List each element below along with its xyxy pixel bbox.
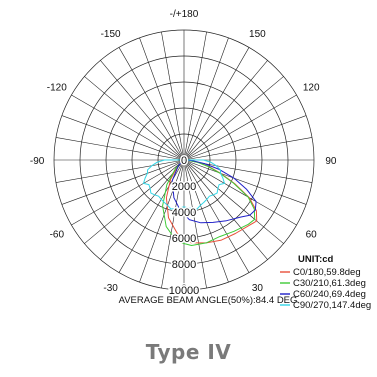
grid-spoke (183, 37, 229, 161)
angle-tick-label: 90 (325, 156, 337, 167)
grid-spoke (139, 37, 185, 161)
grid-spoke (183, 159, 297, 226)
grid-spoke (183, 137, 313, 161)
grid-spoke (183, 47, 250, 161)
radial-tick-label: 4000 (172, 207, 196, 219)
grid-spoke (183, 60, 268, 161)
radial-tick-label: 0 (181, 155, 187, 167)
radial-tick-label: 8000 (172, 259, 196, 271)
grid-spoke (183, 159, 250, 273)
grid-spoke (71, 159, 185, 226)
angle-tick-label: 60 (306, 229, 318, 240)
angle-tick-label: 150 (249, 29, 266, 40)
radial-labels: 0 2000 4000 6000 8000 10000 (167, 154, 201, 299)
grid-spoke (183, 159, 284, 244)
angle-tick-label: -150 (101, 29, 121, 40)
legend-entry: C0/180,59.8deg (293, 267, 361, 278)
angle-tick-label: -60 (50, 229, 65, 240)
grid-spoke (183, 159, 307, 205)
grid-spoke (183, 76, 284, 161)
radial-tick-label: 6000 (172, 233, 196, 245)
grid-spoke (55, 137, 185, 161)
legend-entry: C60/240,69.4deg (293, 289, 366, 300)
beam-angle-annotation: AVERAGE BEAM ANGLE(50%):84.4 DEG (119, 295, 298, 306)
angle-tick-label: -90 (30, 156, 45, 167)
legend: UNIT:cd C0/180,59.8degC30/210,61.3degC60/… (280, 254, 371, 311)
angle-tick-label: 0 (181, 283, 187, 295)
grid-spoke (61, 115, 185, 161)
grid-spoke (84, 76, 185, 161)
grid-spoke (118, 47, 185, 161)
grid-spoke (183, 115, 307, 161)
footer-title: Type IV (145, 340, 232, 364)
angle-labels: -/+180 150 120 90 60 30 -30 -60 -90 -120 -150 0 (30, 9, 337, 296)
angle-tick-label: -120 (47, 83, 67, 94)
grid-spoke (183, 159, 229, 283)
grid-spoke (183, 159, 207, 289)
legend-unit: UNIT:cd (298, 254, 334, 265)
series-curve (143, 159, 225, 210)
radial-tick-label: 2000 (172, 181, 196, 193)
grid-spoke (61, 159, 185, 205)
grid-spoke (161, 159, 185, 289)
polar-grid (53, 29, 315, 291)
grid-spoke (161, 31, 185, 161)
angle-tick-label: 30 (252, 283, 264, 294)
series-curve (171, 159, 257, 224)
grid-spoke (183, 94, 297, 161)
grid-spoke (100, 60, 185, 161)
series-curve (162, 159, 256, 246)
angle-tick-label: -/+180 (170, 9, 199, 20)
grid-spoke (84, 159, 185, 244)
grid-spoke (100, 159, 185, 260)
grid-spoke (55, 159, 185, 183)
series-curves (143, 159, 258, 246)
legend-entry: C90/270,147.4deg (293, 300, 371, 311)
radial-tick-label: 10000 (169, 285, 200, 297)
legend-entry: C30/210,61.3deg (293, 278, 366, 289)
angle-tick-label: 120 (303, 83, 320, 94)
grid-spoke (139, 159, 185, 283)
grid-spoke (183, 31, 207, 161)
grid-spoke (71, 94, 185, 161)
grid-spoke (183, 159, 268, 260)
angle-tick-label: -30 (103, 283, 118, 294)
